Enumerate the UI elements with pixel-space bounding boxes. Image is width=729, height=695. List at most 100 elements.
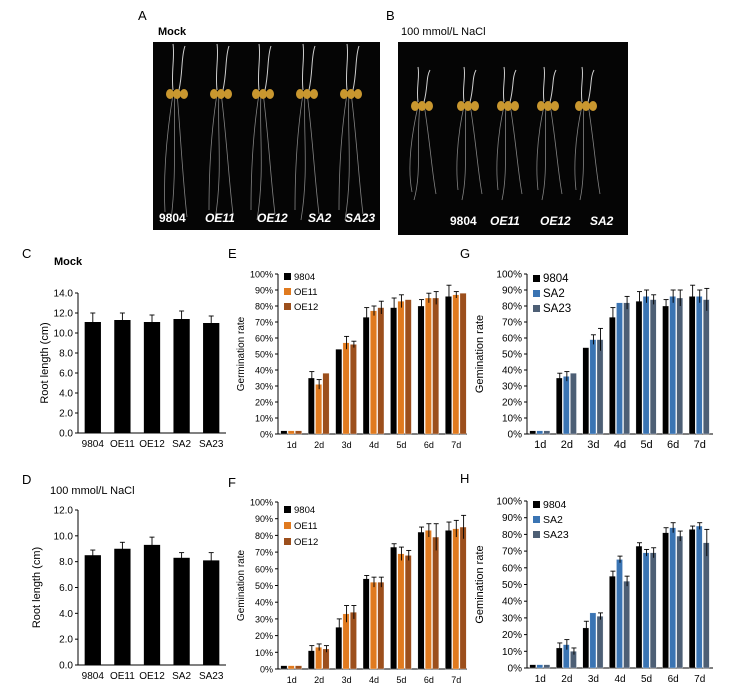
photo-b-label-9804: 9804 [450,214,477,228]
bar-f [287,665,295,670]
bar-h [703,542,710,669]
y-tick-label-e: 50% [255,350,273,360]
bar-h [609,576,616,669]
x-tick-label-h: 5d [641,674,652,685]
bar-e [342,342,350,435]
bar-d [203,560,220,665]
y-tick-label-h: 40% [502,597,522,608]
x-tick-label-e: 5d [396,440,406,450]
bar-h [556,647,563,669]
seedling-photo-mock: 9804 OE11 OE12 SA2 SA23 [153,42,380,230]
bar-f [322,648,330,670]
y-tick-label-e: 20% [255,398,273,408]
y-tick-label-d: 0.0 [59,661,73,672]
x-tick-label-g: 5d [640,439,652,451]
y-tick-label-e: 40% [255,366,273,376]
x-tick-label-d: OE11 [110,671,135,682]
bar-e [404,299,412,435]
bar-h [676,535,683,669]
bar-f [295,665,302,670]
bar-g [616,302,623,435]
bar-h [570,651,577,669]
legend-label-g: SA2 [543,288,565,300]
bar-f [362,578,370,670]
bar-f [404,555,412,670]
y-axis-label-h: Gemination rate [474,545,486,623]
bar-d [84,555,101,665]
y-tick-label-e: 70% [255,318,273,328]
x-tick-label-e: 7d [451,440,461,450]
x-tick-label-c: 9804 [82,439,105,450]
panel-a-condition: Mock [158,26,187,38]
bar-d [114,548,131,665]
x-tick-label-f: 3d [342,675,352,685]
bar-g [556,377,563,435]
legend-swatch-f [284,538,291,545]
bar-c [143,322,161,433]
chart-germination-oe-nacl: 0% 10% 20% 30% 40% 50% 60% 70% 80% 90% 100% Geminat… [236,498,467,685]
y-tick-label-g: 90% [502,286,522,297]
x-tick-label-c: SA23 [199,439,224,450]
photo-b-label-oe12: OE12 [540,214,571,228]
bar-h [616,559,623,669]
bar-g [536,430,543,435]
photo-a-label-oe11: OE11 [205,211,235,225]
panel-b-letter: B [386,8,395,23]
y-tick-label-d: 10.0 [54,531,74,542]
photo-a-label-9804: 9804 [159,211,186,225]
bar-h [543,664,551,669]
bar-h [596,616,604,669]
bar-f [335,627,343,670]
bar-g [570,373,577,435]
panel-a-letter: A [138,8,147,23]
y-tick-label-g: 70% [502,318,522,329]
x-tick-label-d: SA2 [172,671,191,682]
y-tick-label-c: 10.0 [54,329,74,340]
bar-e [315,384,322,435]
legend-label-f: OE11 [294,521,318,532]
y-tick-label-f: 30% [255,614,273,624]
y-tick-label-f: 20% [255,631,273,641]
y-tick-label-g: 50% [502,350,522,361]
legend-swatch-e [284,303,291,310]
y-tick-label-g: 20% [502,398,522,409]
x-tick-label-f: 5d [396,675,406,685]
panel-d-letter: D [22,472,32,487]
legend-swatch-e [284,288,291,295]
bar-h [696,525,703,669]
x-tick-label-g: 7d [694,439,706,451]
bar-e [295,430,302,435]
bar-g [642,296,650,435]
x-tick-label-c: SA2 [172,439,191,450]
y-tick-label-d: 6.0 [59,583,73,594]
bar-e [308,377,315,435]
y-tick-label-c: 14.0 [54,289,74,300]
chart-root-length-mock: 0.0 2.0 4.0 6.0 8.0 10.0 12.0 14.0 Root length (… [39,289,226,450]
y-tick-label-c: 6.0 [59,369,73,380]
bar-g [676,297,683,435]
seedling-illustration-nacl [409,66,601,201]
y-tick-label-f: 40% [255,598,273,608]
y-axis-label-g: Gemination rate [474,315,486,393]
bar-f [432,536,439,670]
x-tick-label-h: 4d [614,674,625,685]
bar-e [322,373,330,435]
bar-g [662,305,669,435]
bar-e [425,297,432,435]
bar-h [589,612,597,669]
y-tick-label-f: 0% [260,665,273,675]
x-tick-label-g: 2d [561,439,573,451]
photo-b-label-sa2: SA2 [590,214,614,228]
bar-f [397,553,405,670]
bar-f [308,650,315,670]
legend-swatch-h [533,516,540,523]
bar-h [642,552,650,669]
y-tick-label-e: 30% [255,382,273,392]
bar-f [417,531,425,670]
y-tick-label-c: 8.0 [59,349,73,360]
y-tick-label-f: 60% [255,564,273,574]
x-tick-label-e: 3d [342,440,352,450]
panel-c-condition: Mock [54,256,83,268]
y-tick-label-d: 8.0 [59,557,73,568]
y-tick-label-g: 0% [508,430,523,441]
